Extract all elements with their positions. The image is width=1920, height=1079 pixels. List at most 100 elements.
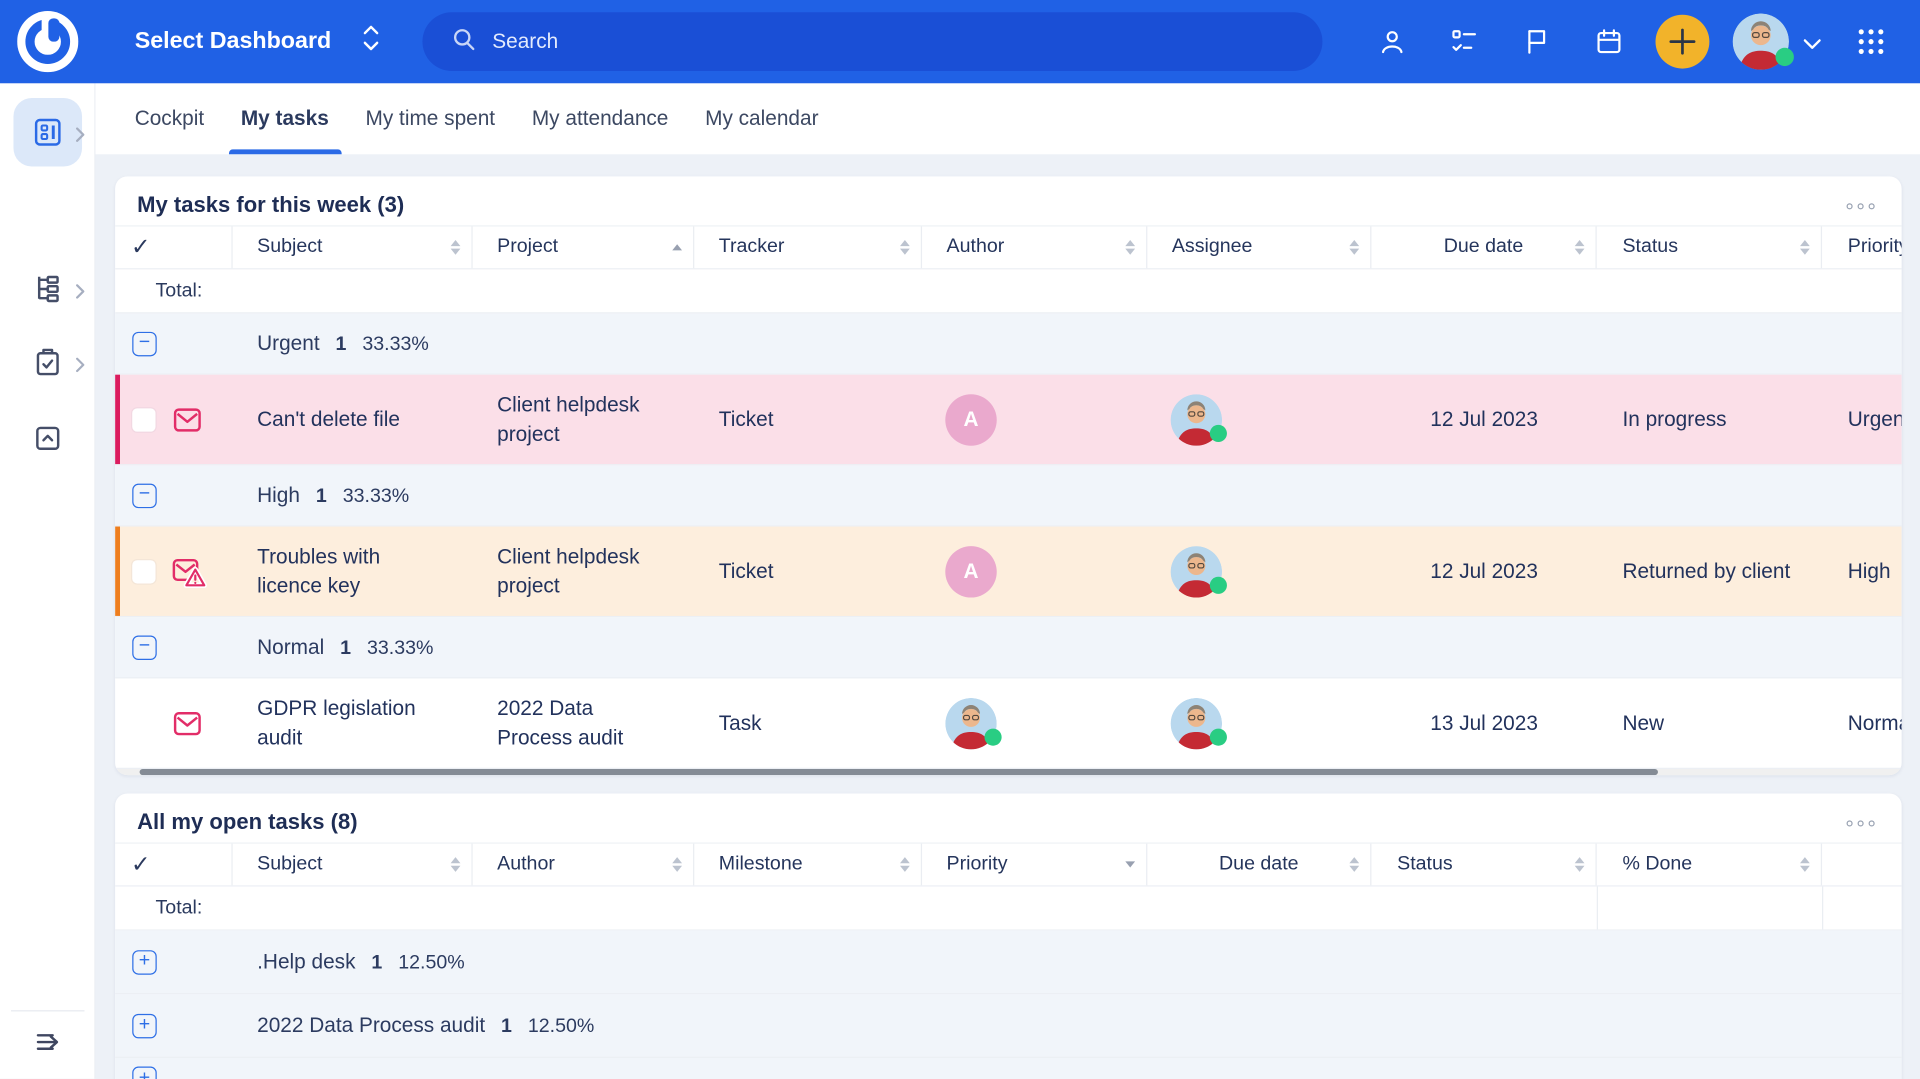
expand-sidebar-button[interactable] [29, 1024, 66, 1067]
sort-icon[interactable] [1349, 857, 1360, 872]
group-name[interactable]: High [257, 483, 300, 507]
column-header-author[interactable]: Author [922, 226, 1148, 269]
task-project[interactable]: Client helpdesk project [497, 544, 640, 597]
row-checkbox[interactable] [132, 559, 156, 583]
group-row-2022-data-process-audit: 2022 Data Process audit 1 12.50% [115, 994, 1902, 1058]
card-options-menu[interactable] [1846, 817, 1875, 826]
sort-icon[interactable] [1574, 857, 1585, 872]
create-new-button[interactable] [1655, 14, 1710, 69]
group-name[interactable]: Urgent [257, 331, 320, 355]
sort-asc-icon[interactable] [672, 244, 683, 251]
tab-cockpit[interactable]: Cockpit [134, 106, 205, 130]
main-content: My tasks for this week (3) Subject Proje… [95, 154, 1920, 1079]
task-row-gdpr-legislation-audit[interactable]: GDPR legislation audit 2022 Data Process… [115, 678, 1902, 769]
group-name[interactable]: 2022 Data Process audit [257, 1013, 486, 1037]
sidebar-item-projects[interactable] [0, 255, 96, 324]
sort-icon[interactable] [672, 857, 683, 872]
task-due-date: 12 Jul 2023 [1430, 407, 1538, 431]
column-header-project[interactable]: Project [473, 226, 695, 269]
sidebar-item-dashboards[interactable] [0, 97, 96, 167]
horizontal-scrollbar [115, 768, 1902, 776]
flag-icon[interactable] [1522, 27, 1551, 56]
group-percent: 12.50% [527, 1015, 595, 1037]
global-search[interactable] [422, 12, 1323, 72]
tab-my-calendar[interactable]: My calendar [705, 106, 819, 130]
group-row-partial [115, 1057, 1902, 1079]
task-subject[interactable]: Can't delete file [257, 407, 400, 431]
scrollbar-thumb[interactable] [139, 768, 1658, 776]
task-subject[interactable]: GDPR legislation audit [257, 696, 416, 749]
sidebar-item-tasks[interactable] [0, 328, 96, 397]
column-header-author[interactable]: Author [473, 843, 695, 886]
tab-my-time-spent[interactable]: My time spent [365, 106, 496, 130]
profile-icon[interactable] [1378, 27, 1407, 56]
column-header-tracker[interactable]: Tracker [694, 226, 923, 269]
card-options-menu[interactable] [1846, 200, 1875, 209]
chevron-down-icon[interactable] [1802, 34, 1831, 63]
task-project[interactable]: 2022 Data Process audit [497, 696, 624, 749]
task-due-date: 13 Jul 2023 [1430, 710, 1538, 735]
collapse-group-icon[interactable] [132, 634, 157, 660]
expand-group-icon[interactable] [132, 1013, 157, 1038]
select-chevrons-icon [361, 22, 381, 61]
expand-group-icon[interactable] [132, 949, 157, 975]
author-avatar[interactable] [945, 697, 1002, 749]
sort-icon[interactable] [450, 857, 461, 872]
dashboard-selector[interactable]: Select Dashboard [135, 0, 381, 83]
sort-icon[interactable] [900, 240, 910, 255]
app-logo[interactable] [17, 11, 79, 73]
chevron-right-icon[interactable] [76, 126, 85, 148]
calendar-icon[interactable] [1594, 27, 1623, 56]
sort-icon[interactable] [1574, 240, 1585, 255]
column-header-assignee[interactable]: Assignee [1147, 226, 1372, 269]
select-all-icon[interactable] [115, 850, 150, 878]
column-header-priority[interactable]: Priority [1822, 227, 1902, 269]
column-header-subject[interactable]: Subject [233, 226, 473, 269]
assignee-avatar[interactable] [1170, 697, 1227, 749]
collapse-group-icon[interactable] [132, 483, 157, 508]
row-checkbox[interactable] [132, 407, 156, 432]
select-all-icon[interactable] [115, 233, 150, 261]
sort-icon[interactable] [450, 240, 461, 255]
tab-my-attendance[interactable]: My attendance [531, 106, 669, 130]
task-subject[interactable]: Troubles with licence key [257, 544, 381, 597]
group-name[interactable]: Normal [257, 634, 325, 659]
sort-desc-icon[interactable] [1125, 861, 1136, 868]
tab-my-tasks[interactable]: My tasks [228, 83, 341, 155]
assignee-avatar[interactable] [1170, 545, 1227, 597]
chevron-right-icon[interactable] [76, 283, 85, 305]
sort-icon[interactable] [1349, 240, 1360, 255]
total-row: Total: [115, 886, 1902, 931]
sidebar-item-archive[interactable] [0, 404, 96, 473]
user-avatar[interactable] [1732, 13, 1794, 70]
expand-group-icon[interactable] [132, 1066, 157, 1079]
chevron-right-icon[interactable] [76, 356, 85, 378]
author-avatar[interactable]: A [945, 545, 997, 597]
task-row-cant-delete-file[interactable]: Can't delete file Client helpdesk projec… [115, 374, 1902, 466]
collapse-group-icon[interactable] [132, 331, 157, 356]
task-row-troubles-licence-key[interactable]: Troubles with licence key Client helpdes… [115, 526, 1902, 618]
column-header-due-date[interactable]: Due date [1371, 226, 1597, 269]
column-header-due-date[interactable]: Due date [1147, 843, 1372, 886]
sort-icon[interactable] [1800, 857, 1810, 872]
apps-grid-icon[interactable] [1856, 27, 1885, 56]
group-percent: 33.33% [362, 333, 429, 355]
search-input[interactable] [492, 29, 1227, 54]
tasks-checklist-icon[interactable] [1450, 27, 1479, 56]
group-count: 1 [501, 1015, 512, 1037]
group-name[interactable]: .Help desk [257, 949, 356, 973]
column-header-percent-done[interactable]: % Done [1597, 843, 1823, 886]
sort-icon[interactable] [1125, 240, 1136, 255]
assignee-avatar[interactable] [1170, 393, 1227, 446]
column-header-subject[interactable]: Subject [233, 843, 473, 886]
column-header-priority[interactable]: Priority [922, 843, 1148, 886]
column-header-status[interactable]: Status [1597, 226, 1823, 269]
task-project[interactable]: Client helpdesk project [497, 392, 640, 446]
task-status: In progress [1622, 407, 1727, 431]
sort-icon[interactable] [1800, 240, 1810, 255]
card-my-tasks-this-week: My tasks for this week (3) Subject Proje… [115, 176, 1902, 776]
author-avatar[interactable]: A [945, 393, 997, 446]
sort-icon[interactable] [900, 857, 910, 872]
column-header-status[interactable]: Status [1371, 843, 1597, 886]
column-header-milestone[interactable]: Milestone [694, 843, 923, 886]
